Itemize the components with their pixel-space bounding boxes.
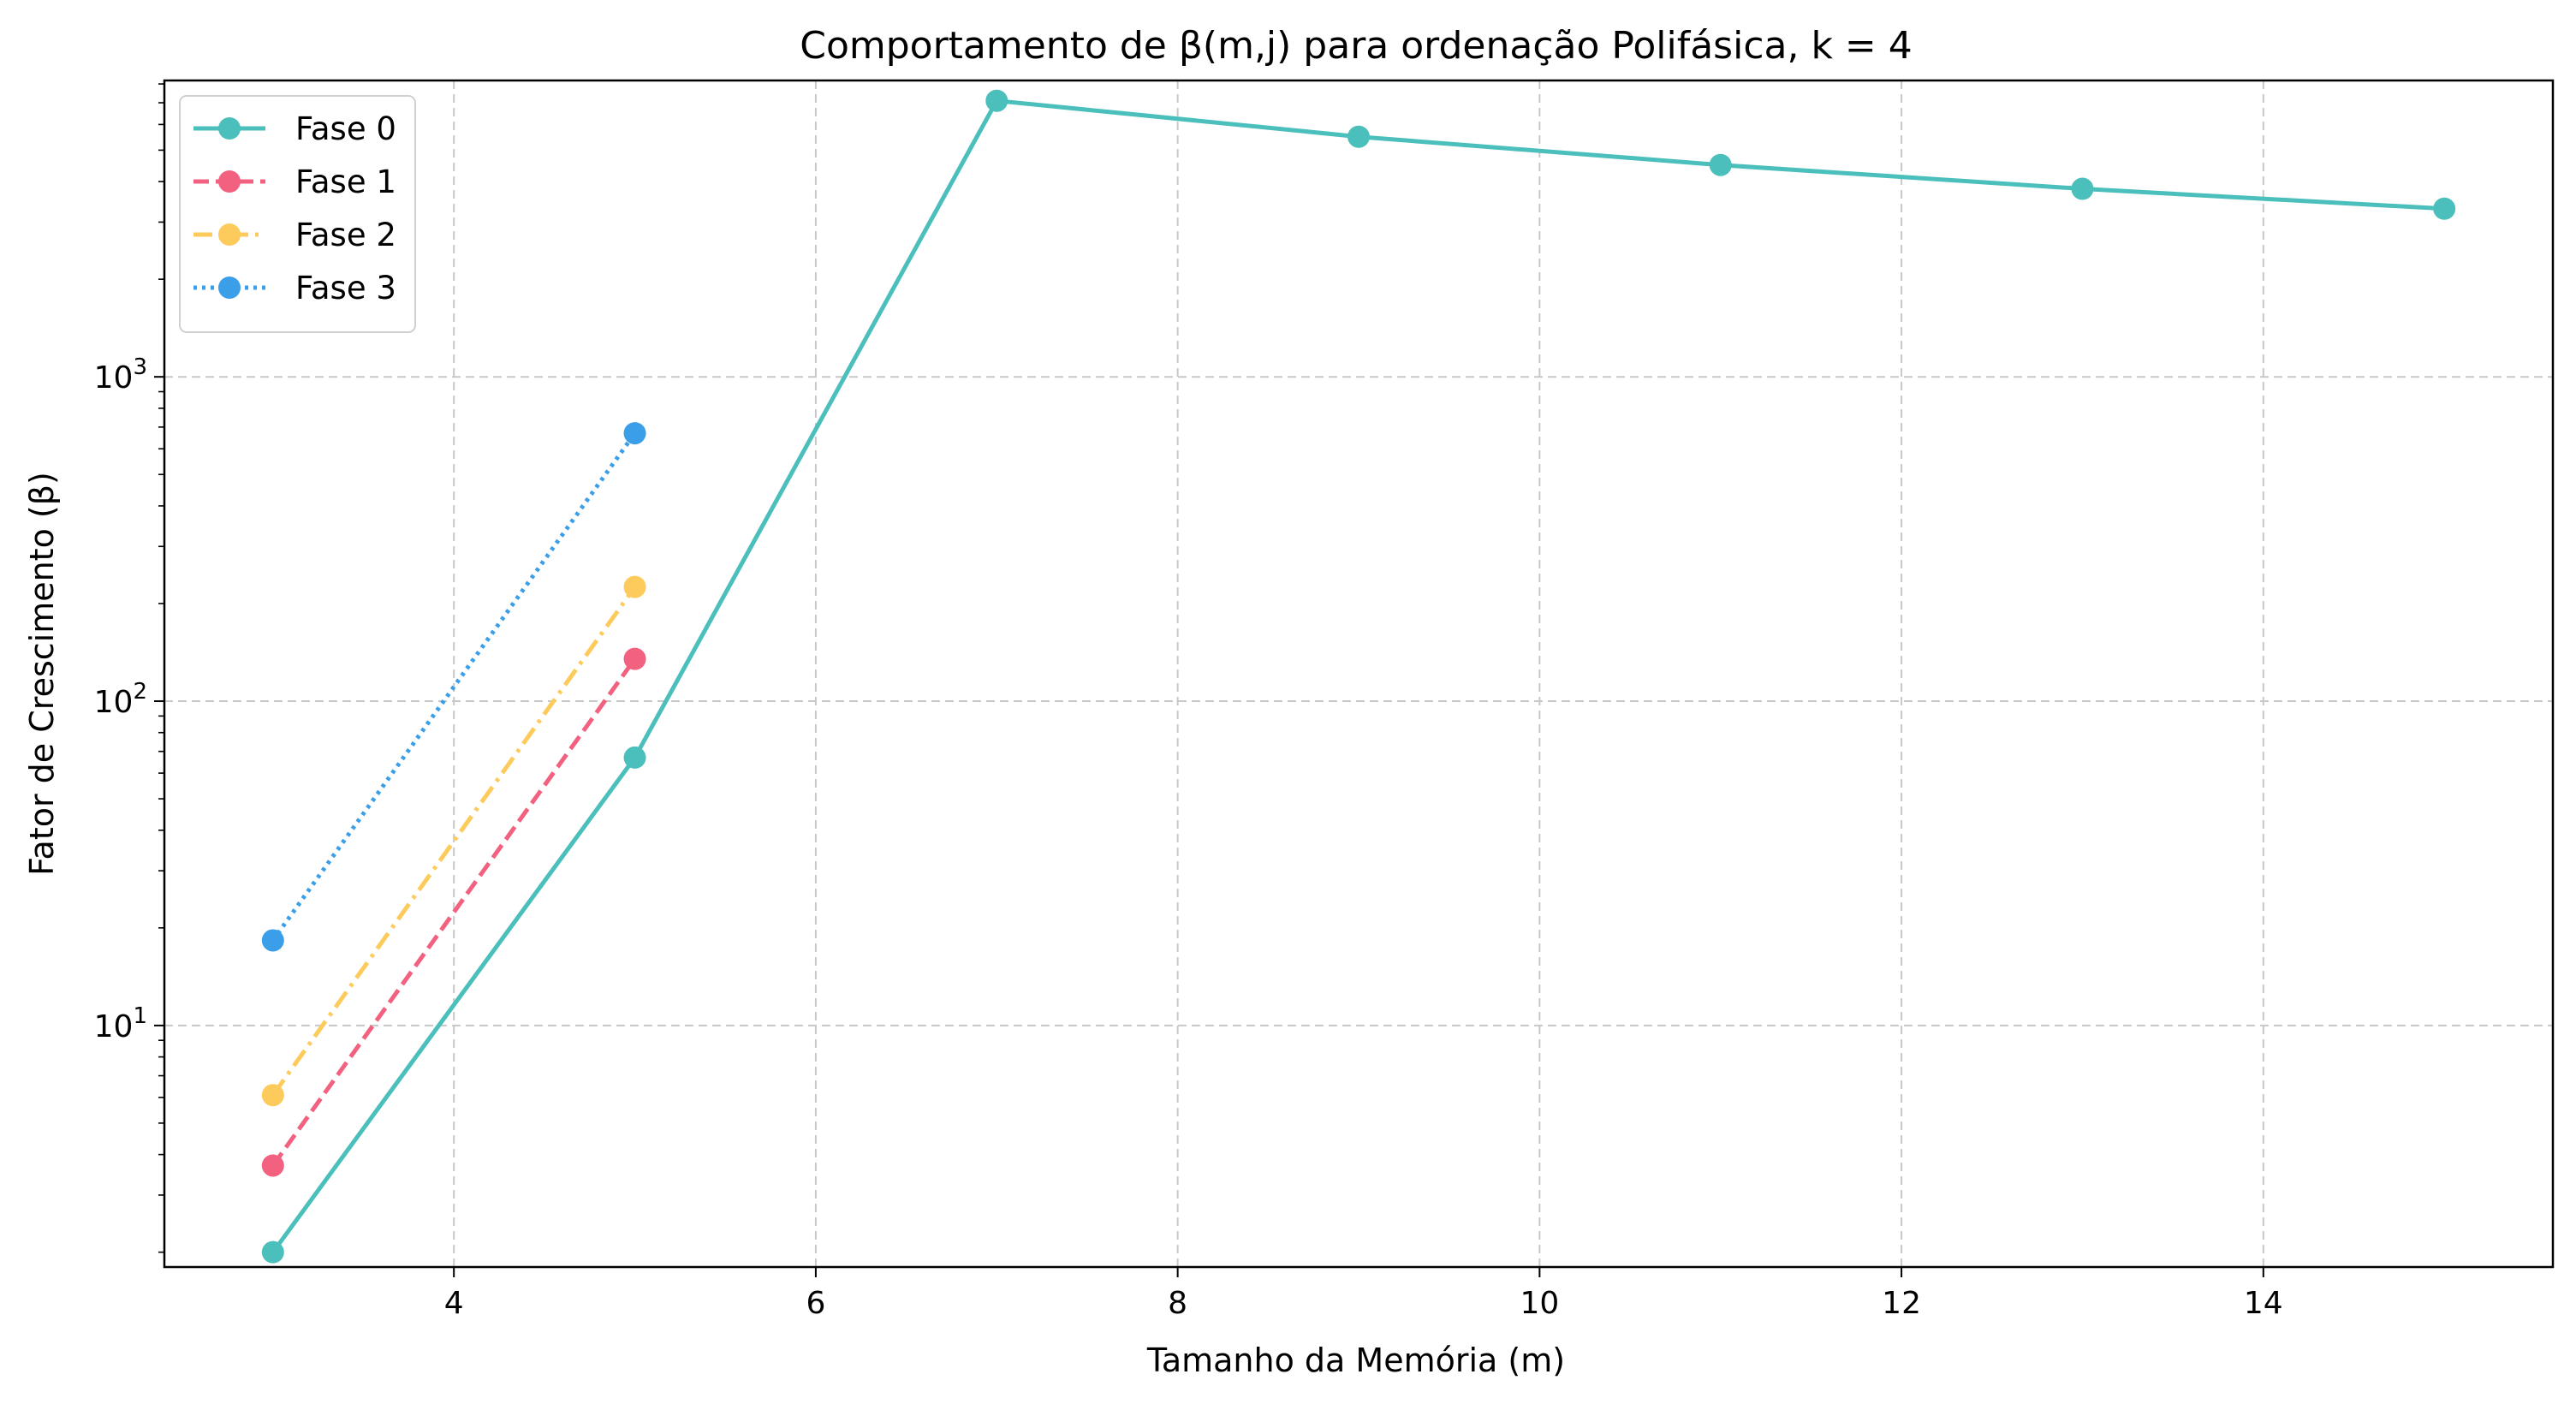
series-2 xyxy=(261,575,646,1107)
series-3 xyxy=(261,422,646,952)
grid xyxy=(164,80,2553,1267)
series-0 xyxy=(261,89,2456,1264)
data-point xyxy=(261,1240,284,1264)
legend-marker xyxy=(218,117,241,140)
data-point xyxy=(623,575,646,598)
data-point xyxy=(1709,153,1732,176)
chart-title: Comportamento de β(m,j) para ordenação P… xyxy=(800,24,1913,68)
x-axis-label: Tamanho da Memória (m) xyxy=(1146,1342,1565,1379)
series-layer xyxy=(261,89,2456,1264)
data-point xyxy=(261,1084,284,1107)
data-point xyxy=(2071,177,2094,200)
x-tick-label: 4 xyxy=(444,1286,464,1321)
legend-label: Fase 3 xyxy=(295,270,396,306)
series-line xyxy=(271,657,637,1167)
series-line xyxy=(271,431,637,942)
legend-label: Fase 1 xyxy=(295,164,396,200)
series-line xyxy=(271,586,637,1097)
y-axis-label: Fator de Crescimento (β) xyxy=(23,472,61,876)
legend: Fase 0 Fase 1 Fase 2 Fase 3 xyxy=(179,95,416,333)
y-tick-label: 103 xyxy=(94,354,147,396)
x-tick-label: 12 xyxy=(1882,1286,1921,1321)
legend-label: Fase 2 xyxy=(295,217,396,253)
data-point xyxy=(261,1154,284,1177)
x-tick-label: 8 xyxy=(1168,1286,1187,1321)
data-point xyxy=(985,89,1008,112)
plot-frame xyxy=(163,79,2555,1269)
x-tick-label: 14 xyxy=(2244,1286,2283,1321)
x-tick-label: 6 xyxy=(806,1286,825,1321)
axis-ticks: 4 6 8 10 12 14 101 102 103 xyxy=(94,83,2283,1321)
x-tick-label: 10 xyxy=(1520,1286,1559,1321)
legend-box xyxy=(179,95,416,333)
data-point xyxy=(623,647,646,670)
legend-label: Fase 0 xyxy=(295,110,396,147)
y-tick-label: 101 xyxy=(94,1003,147,1044)
data-point xyxy=(261,929,284,952)
legend-marker xyxy=(218,170,241,193)
data-point xyxy=(1347,125,1370,148)
data-point xyxy=(623,422,646,445)
series-line xyxy=(271,98,2445,1254)
legend-marker xyxy=(218,223,241,246)
data-point xyxy=(623,746,646,769)
series-1 xyxy=(261,647,646,1177)
data-point xyxy=(2433,197,2456,220)
y-tick-label: 102 xyxy=(94,679,147,720)
legend-marker xyxy=(218,277,241,299)
